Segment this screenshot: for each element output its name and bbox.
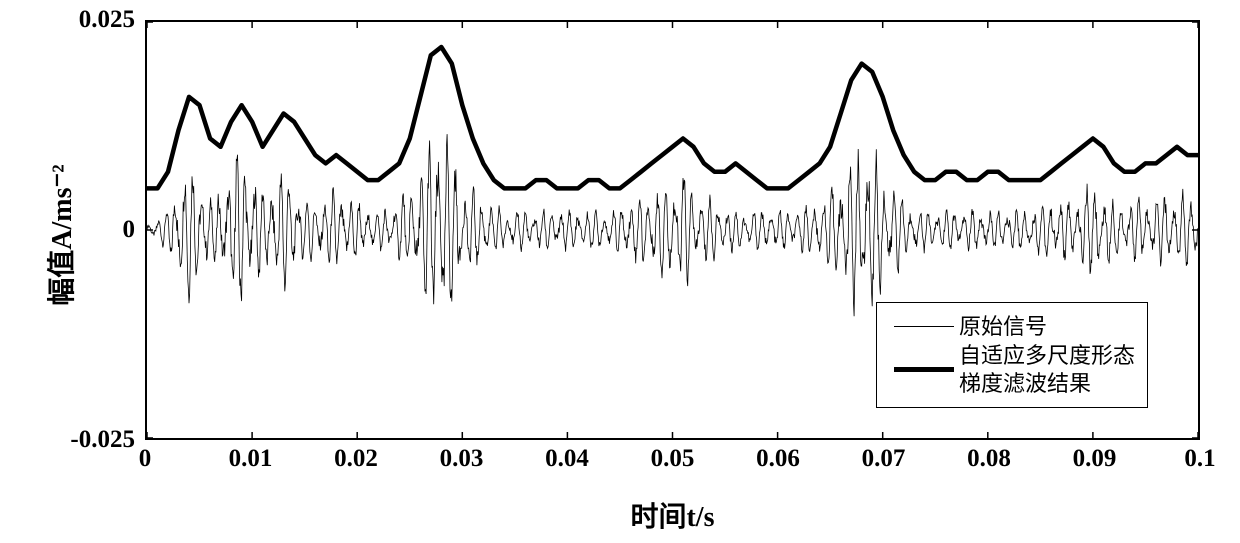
x-axis-label: 时间t/s xyxy=(145,495,1200,535)
x-tick-label: 0.06 xyxy=(756,445,800,473)
y-tick-label: 0 xyxy=(123,216,136,244)
legend-item-raw: 原始信号 xyxy=(889,313,1135,341)
legend-swatch-thin xyxy=(889,326,959,327)
x-tick-labels: 00.010.020.030.040.050.060.070.080.090.1 xyxy=(145,445,1200,475)
x-tick-label: 0.01 xyxy=(229,445,273,473)
x-tick-label: 0.02 xyxy=(334,445,378,473)
x-tick-label: 0.04 xyxy=(545,445,589,473)
x-tick-label: 0.05 xyxy=(651,445,695,473)
x-tick-label: 0.08 xyxy=(967,445,1011,473)
x-tick-label: 0.09 xyxy=(1073,445,1117,473)
legend-label: 自适应多尺度形态 梯度滤波结果 xyxy=(959,342,1135,397)
series-filtered xyxy=(147,47,1198,188)
y-tick-labels: 0.025 0 -0.025 xyxy=(0,20,135,440)
series-raw-signal xyxy=(147,134,1198,316)
figure: 幅值A/ms⁻² 0.025 0 -0.025 原始信号 自适应多尺度形态 xyxy=(0,0,1240,543)
y-tick-label: -0.025 xyxy=(70,426,135,454)
x-tick-label: 0 xyxy=(139,445,152,473)
legend: 原始信号 自适应多尺度形态 梯度滤波结果 xyxy=(876,302,1148,409)
y-tick-label: 0.025 xyxy=(79,6,135,34)
plot-area: 原始信号 自适应多尺度形态 梯度滤波结果 xyxy=(145,20,1200,440)
x-tick-label: 0.03 xyxy=(440,445,484,473)
x-tick-label: 0.07 xyxy=(862,445,906,473)
legend-swatch-thick xyxy=(889,367,959,372)
legend-label: 原始信号 xyxy=(959,313,1047,341)
legend-item-filtered: 自适应多尺度形态 梯度滤波结果 xyxy=(889,342,1135,397)
x-tick-label: 0.1 xyxy=(1184,445,1215,473)
